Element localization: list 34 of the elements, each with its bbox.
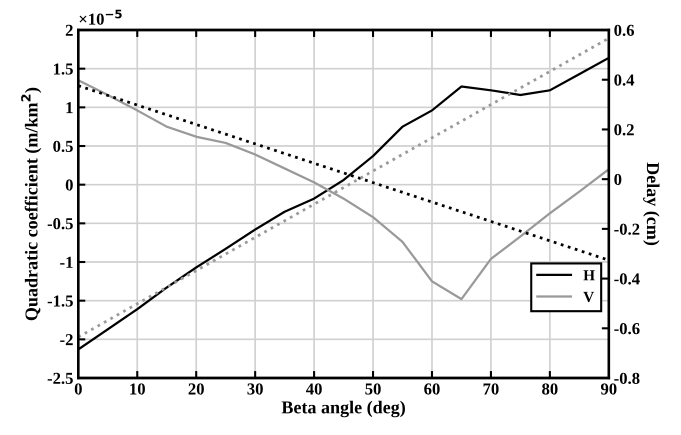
x-tick-label: 0 bbox=[74, 383, 82, 395]
y-tick-label: 2 bbox=[66, 24, 73, 36]
y-tick-label: 0.5 bbox=[53, 140, 73, 152]
x-tick-label: 90 bbox=[600, 383, 617, 395]
x-tick-label: 60 bbox=[424, 383, 440, 395]
y2-tick-label: 0.2 bbox=[614, 124, 634, 136]
y2-tick-label: -0.2 bbox=[614, 224, 640, 235]
y2-tick-label: -0.8 bbox=[614, 372, 640, 384]
y2-tick-label: 0.6 bbox=[614, 24, 634, 36]
y-tick-label: 0 bbox=[66, 179, 73, 191]
y-tick-label: -0.5 bbox=[48, 218, 73, 230]
legend-label: H bbox=[583, 270, 595, 280]
x-axis-title: Beta angle (deg) bbox=[282, 400, 405, 418]
y-tick-label: 1.5 bbox=[54, 63, 73, 75]
y-tick-label: -2 bbox=[60, 334, 73, 346]
x-tick-label: 70 bbox=[484, 383, 499, 395]
text: ×10$^{−5}$ bbox=[80, 10, 122, 25]
y-tick-label: 1 bbox=[66, 102, 73, 114]
x-tick-label: 80 bbox=[542, 383, 558, 395]
x-tick-label: 10 bbox=[130, 383, 145, 395]
y-tick-label: -2.5 bbox=[48, 372, 73, 384]
y2-tick-label: 0 bbox=[614, 174, 622, 186]
y2-tick-label: -0.4 bbox=[614, 273, 640, 285]
y-tick-label: -1.5 bbox=[48, 295, 73, 307]
legend-label: V bbox=[583, 292, 594, 302]
y-tick-label: -1 bbox=[60, 256, 73, 268]
y2-axis-title: Delay (cm) bbox=[643, 162, 660, 246]
y-axis-title: Quadratic coefficient (m/km$^{2}$) bbox=[21, 88, 42, 320]
y2-tick-label: 0.4 bbox=[614, 74, 634, 86]
x-tick-label: 30 bbox=[247, 383, 263, 395]
x-tick-label: 40 bbox=[306, 383, 322, 395]
x-tick-label: 20 bbox=[188, 383, 204, 395]
x-tick-label: 50 bbox=[365, 383, 381, 395]
y2-tick-label: -0.6 bbox=[614, 323, 640, 334]
